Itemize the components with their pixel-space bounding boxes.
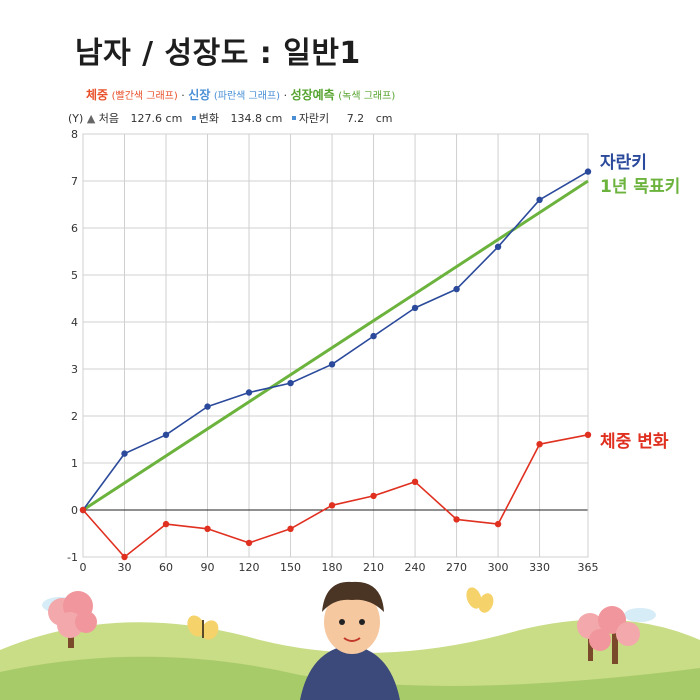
x-tick-label: 90 xyxy=(201,561,215,574)
x-tick-label: 365 xyxy=(578,561,599,574)
initial-label: 처음 xyxy=(98,112,120,125)
x-tick-label: 0 xyxy=(80,561,87,574)
weight-data-point xyxy=(204,525,211,532)
weight-series-label: 체중 변화 xyxy=(600,432,669,452)
growth-value: 7.2 xyxy=(346,112,365,125)
height-series-label: 자란키 xyxy=(600,153,647,173)
weight-data-point xyxy=(536,441,543,448)
height-data-point xyxy=(584,168,592,175)
weight-data-point xyxy=(370,492,377,500)
butterfly-icon xyxy=(466,587,494,613)
scenery-illustration xyxy=(0,581,700,700)
y-tick-label: 8 xyxy=(71,128,78,141)
y-tick-label: 4 xyxy=(71,316,78,329)
weight-data-point xyxy=(453,516,460,523)
butterfly-icon xyxy=(187,615,219,640)
height-data-point xyxy=(328,361,336,368)
y-tick-label: 0 xyxy=(71,504,78,517)
y-tick-label: 5 xyxy=(71,269,78,282)
x-tick-label: 120 xyxy=(239,561,260,574)
x-tick-label: 180 xyxy=(322,561,343,574)
y-tick-label: 7 xyxy=(71,175,78,188)
x-tick-label: 300 xyxy=(488,561,509,574)
y-tick-label: 3 xyxy=(71,363,78,376)
weight-data-point xyxy=(411,478,419,485)
y-tick-label: 2 xyxy=(71,410,78,423)
bullet-icon xyxy=(291,116,296,120)
legend-weight-sub: (빨간색 그래프) xyxy=(111,91,178,102)
weight-data-point xyxy=(328,502,336,509)
weight-series-line xyxy=(82,434,589,558)
initial-value: 127.6 xyxy=(130,112,163,125)
change-value: 134.8 xyxy=(230,112,263,125)
weight-data-point xyxy=(494,520,502,528)
info-row: (Y) ▲ 처음 127.6 cm 변화 134.8 cm 자란키 7.2 cm xyxy=(68,110,392,126)
target-series-line xyxy=(82,179,589,512)
weight-data-point xyxy=(121,553,128,561)
legend-height-label: 신장 xyxy=(188,88,211,102)
weight-data-point xyxy=(287,525,294,532)
height-data-point xyxy=(370,332,377,340)
height-data-point xyxy=(453,285,460,293)
height-data-point xyxy=(245,389,253,396)
y-tick-label: 1 xyxy=(71,457,78,470)
weight-data-point xyxy=(79,506,87,514)
arrow-up-icon: ▲ xyxy=(86,112,96,125)
height-data-point xyxy=(121,450,128,457)
growth-unit: cm xyxy=(375,112,393,125)
height-data-point xyxy=(204,403,211,410)
x-tick-label: 210 xyxy=(363,561,384,574)
x-tick-label: 240 xyxy=(405,561,426,574)
weight-data-point xyxy=(245,539,253,547)
page-title: 남자 / 성장도 : 일반1 xyxy=(75,36,361,71)
legend-forecast-label: 성장예측 xyxy=(290,88,335,102)
height-data-point xyxy=(411,304,419,312)
height-data-point xyxy=(536,196,543,203)
legend-separator: · xyxy=(181,89,185,102)
height-data-point xyxy=(494,243,502,250)
change-label: 변화 xyxy=(198,112,220,125)
legend-row: 체중 (빨간색 그래프) · 신장 (파란색 그래프) · 성장예측 (녹색 그… xyxy=(86,86,395,103)
x-tick-label: 330 xyxy=(529,561,550,574)
bullet-icon xyxy=(191,116,196,120)
x-tick-label: 150 xyxy=(280,561,301,574)
legend-separator: · xyxy=(283,89,288,102)
y-tick-label: 6 xyxy=(71,222,78,235)
x-tick-label: 270 xyxy=(446,561,467,574)
legend-forecast-sub: (녹색 그래프) xyxy=(338,91,396,102)
height-data-point xyxy=(287,379,294,387)
y-axis-tag: (Y) xyxy=(68,112,84,125)
boy-character-icon xyxy=(300,581,400,700)
target-series-label: 1년 목표키 xyxy=(600,177,681,197)
x-tick-label: 60 xyxy=(159,561,173,574)
legend-height-sub: (파란색 그래프) xyxy=(213,91,281,102)
y-tick-label: -1 xyxy=(67,551,78,564)
plot-frame xyxy=(82,133,589,558)
change-unit: cm xyxy=(265,112,283,125)
weight-data-point xyxy=(162,520,170,528)
height-data-point xyxy=(162,431,170,438)
weight-data-point xyxy=(584,431,592,438)
legend-weight-label: 체중 xyxy=(86,88,109,102)
tree-left-icon xyxy=(48,591,97,648)
growth-label: 자란키 xyxy=(298,112,330,125)
tree-right-icon xyxy=(577,606,640,664)
initial-unit: cm xyxy=(165,112,183,125)
x-tick-label: 30 xyxy=(118,561,132,574)
